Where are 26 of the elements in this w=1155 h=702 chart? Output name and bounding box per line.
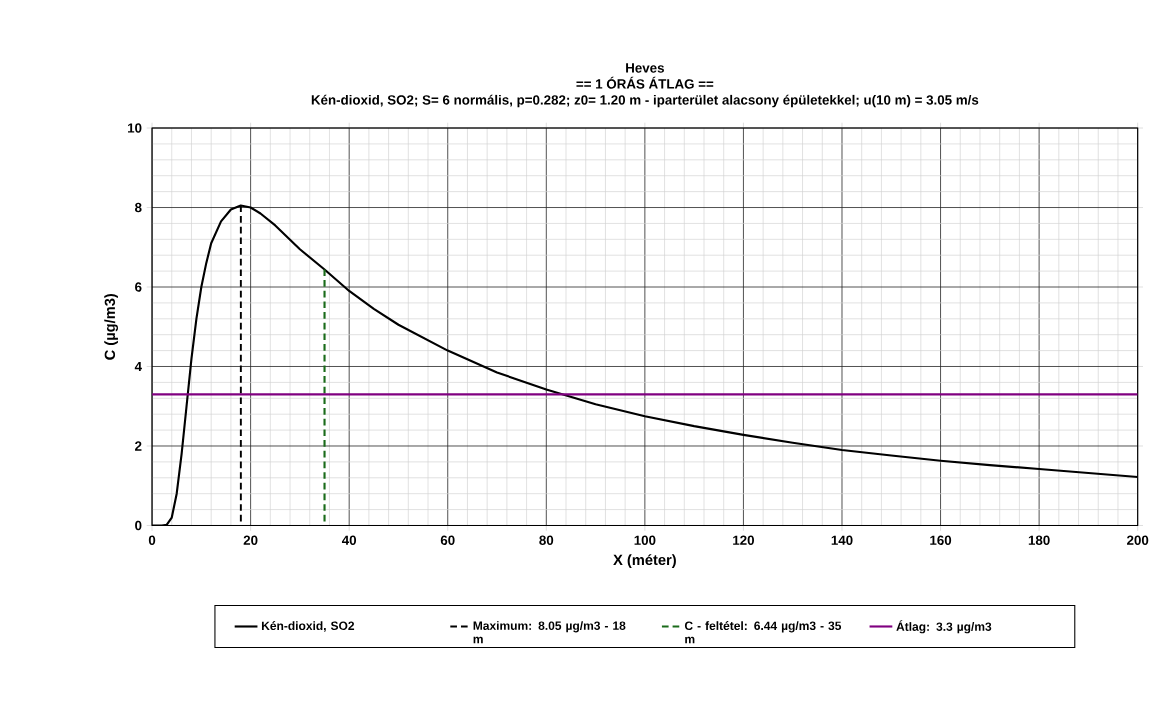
x-tick-label: 60 — [440, 535, 455, 546]
x-tick-label: 200 — [1127, 535, 1149, 546]
x-tick-label: 100 — [634, 535, 656, 546]
legend-label: Maximum: 8.05 µg/m3 - 18 m — [473, 621, 626, 644]
chart-title: Heves — [626, 63, 664, 73]
x-tick-label: 20 — [243, 535, 258, 546]
y-tick-label: 0 — [135, 521, 142, 531]
x-tick-label: 40 — [341, 535, 357, 546]
x-tick-label: 120 — [733, 535, 755, 546]
y-tick-label: 2 — [135, 441, 142, 451]
x-tick-label: 0 — [148, 535, 156, 546]
y-tick-label: 8 — [135, 203, 142, 213]
legend-label: Átlag: 3.3 µg/m3 — [896, 620, 992, 634]
chart-subtitle: == 1 ÓRÁS ÁTLAG == — [576, 76, 714, 89]
y-tick-label: 4 — [134, 362, 142, 372]
x-tick-label: 140 — [831, 535, 853, 546]
legend-label: C - feltétel: 6.44 µg/m3 - 35 m — [684, 621, 842, 644]
x-tick-label: 160 — [930, 535, 952, 546]
x-tick-label: 180 — [1028, 535, 1050, 546]
y-tick-label: 6 — [135, 282, 142, 292]
x-tick-label: 80 — [539, 535, 554, 546]
text: Kén-dioxid, SO2; S= 6 normális, p=0.282; z0= 1.20 m - iparterület alacsony épületekkel; u(10 m) = 3.05 m/s — [311, 94, 979, 108]
y-tick-label: 10 — [128, 123, 142, 133]
x-axis-title: X (méter) — [613, 554, 676, 569]
legend-label: Kén-dioxid, SO2 — [261, 621, 355, 632]
y-axis-title: C (µg/m3) — [104, 294, 119, 360]
